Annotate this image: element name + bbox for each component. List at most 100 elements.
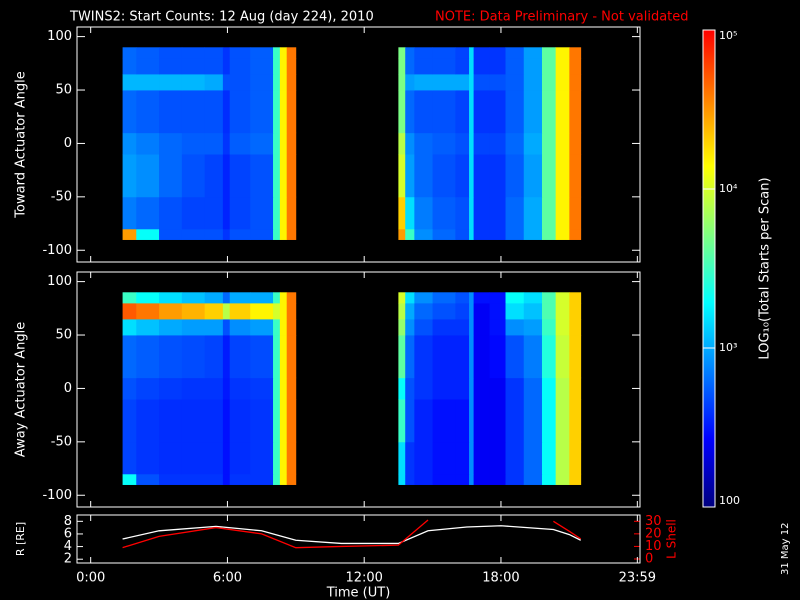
heat-cell xyxy=(414,473,433,485)
heat-cell xyxy=(136,196,160,230)
heat-cell xyxy=(432,154,456,198)
heat-cell xyxy=(555,132,570,155)
heat-cell xyxy=(473,335,490,379)
heat-cell xyxy=(250,473,274,485)
heat-cell xyxy=(222,441,231,475)
heat-cell xyxy=(489,319,506,336)
heat-cell xyxy=(398,196,406,230)
heat-cell xyxy=(136,132,160,155)
heat-cell xyxy=(541,132,557,155)
heat-cell xyxy=(455,132,470,155)
heat-cell xyxy=(469,132,475,155)
heat-cell xyxy=(469,154,475,198)
heat-cell xyxy=(541,302,557,320)
heat-cell xyxy=(405,377,415,400)
heat-cell xyxy=(473,473,490,485)
heat-cell xyxy=(523,377,543,400)
heat-cell xyxy=(250,335,274,379)
heat-cell xyxy=(181,319,206,336)
heat-cell xyxy=(569,74,582,91)
heat-cell xyxy=(432,90,456,134)
heat-cell xyxy=(414,292,433,304)
heat-cell xyxy=(414,47,433,59)
heat-cell xyxy=(136,335,160,379)
heat-cell xyxy=(204,441,224,475)
heat-cell xyxy=(555,228,570,240)
heat-cell xyxy=(432,319,456,336)
heat-cell xyxy=(541,399,557,443)
heat-cell xyxy=(569,319,582,336)
heat-cell xyxy=(279,302,288,320)
heat-cell xyxy=(473,47,490,59)
heat-cell xyxy=(159,319,183,336)
heat-cell xyxy=(136,377,160,400)
heat-cell xyxy=(505,377,525,400)
heat-cell xyxy=(222,292,231,304)
heat-cell xyxy=(505,228,525,240)
heat-cell xyxy=(229,74,251,91)
heat-cell xyxy=(222,154,231,198)
heat-cell xyxy=(432,74,456,91)
heat-cell xyxy=(181,132,206,155)
heat-cell xyxy=(204,377,224,400)
heat-cell xyxy=(136,90,160,134)
heat-cell xyxy=(414,57,433,75)
heat-cell xyxy=(569,196,582,230)
colorbar-tick-label: 10⁵ xyxy=(719,29,737,42)
heat-cell xyxy=(204,154,224,198)
heat-cell xyxy=(455,292,470,304)
heat-cell xyxy=(432,377,456,400)
heat-cell xyxy=(279,196,288,230)
y-tick-label: -50 xyxy=(51,189,72,204)
y2-tick-label: 20 xyxy=(645,526,662,541)
heat-cell xyxy=(250,292,274,304)
heat-cell xyxy=(569,473,582,485)
heat-cell xyxy=(122,74,137,91)
heat-cell xyxy=(473,377,490,400)
heat-cell xyxy=(455,47,470,59)
heat-cell xyxy=(405,399,415,443)
heat-cell xyxy=(569,154,582,198)
heat-cell xyxy=(473,302,490,320)
heat-cell xyxy=(229,377,251,400)
heat-cell xyxy=(523,228,543,240)
heat-cell xyxy=(414,319,433,336)
heat-cell xyxy=(222,319,231,336)
heat-cell xyxy=(229,319,251,336)
chart-title: TWINS2: Start Counts: 12 Aug (day 224), … xyxy=(69,10,374,25)
heat-cell xyxy=(541,154,557,198)
heat-cell xyxy=(229,196,251,230)
heat-cell xyxy=(122,302,137,320)
heat-cell xyxy=(469,47,475,59)
heat-cell xyxy=(405,319,415,336)
heat-cell xyxy=(273,302,281,320)
heat-cell xyxy=(469,74,475,91)
heat-cell xyxy=(159,228,183,240)
heat-cell xyxy=(273,399,281,443)
heat-cell xyxy=(455,399,470,443)
heat-cell xyxy=(286,399,297,443)
heat-cell xyxy=(555,319,570,336)
heat-cell xyxy=(181,302,206,320)
heat-cell xyxy=(159,377,183,400)
heat-cell xyxy=(405,335,415,379)
heat-cell xyxy=(279,335,288,379)
x-tick-label: 23:59 xyxy=(619,571,656,586)
heat-cell xyxy=(181,473,206,485)
heat-cell xyxy=(455,377,470,400)
heat-cell xyxy=(250,132,274,155)
heat-cell xyxy=(455,473,470,485)
heat-cell xyxy=(469,399,475,443)
note: NOTE: Data Preliminary - Not validated xyxy=(435,10,689,25)
heat-cell xyxy=(273,228,281,240)
heat-cell xyxy=(569,132,582,155)
heat-cell xyxy=(273,132,281,155)
heat-cell xyxy=(405,57,415,75)
heat-cell xyxy=(489,292,506,304)
heat-cell xyxy=(181,399,206,443)
heat-cell xyxy=(273,335,281,379)
heat-cell xyxy=(159,302,183,320)
heat-cell xyxy=(555,196,570,230)
heat-cell xyxy=(181,377,206,400)
